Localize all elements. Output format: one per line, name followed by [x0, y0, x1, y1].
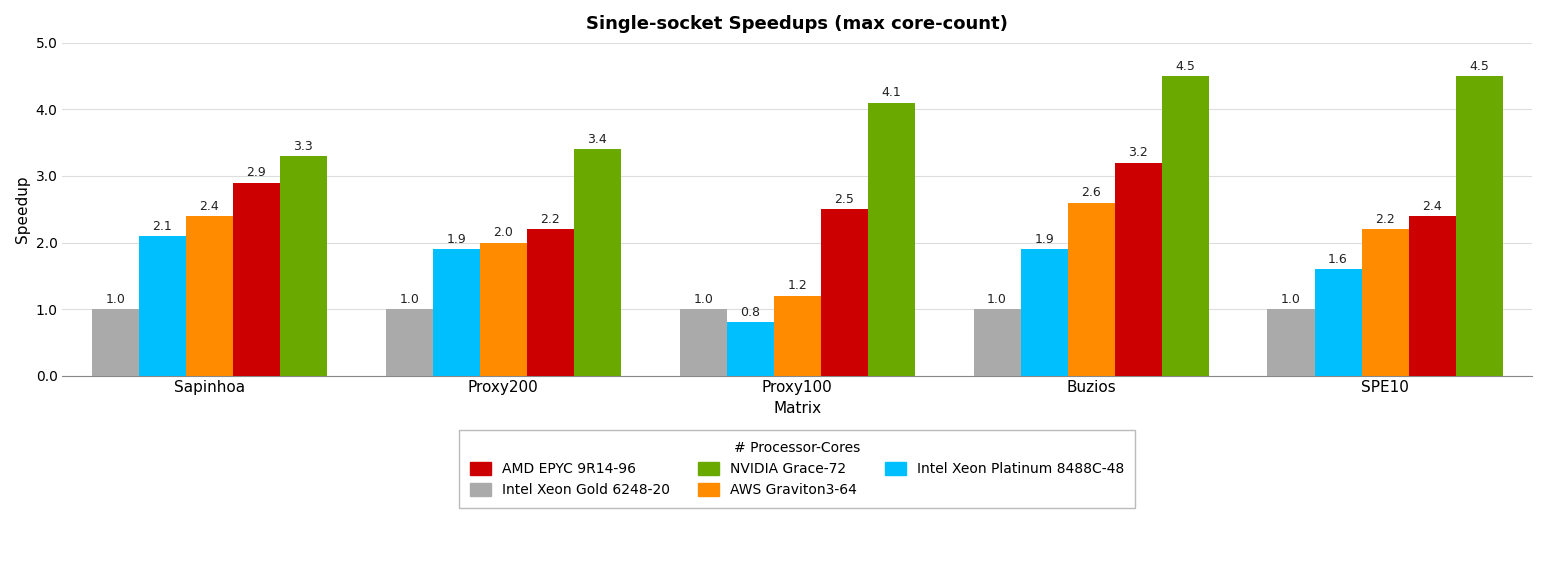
Bar — [186, 216, 234, 375]
Text: 1.0: 1.0 — [105, 293, 125, 306]
Bar — [821, 209, 868, 375]
Text: 3.2: 3.2 — [1128, 146, 1148, 159]
Bar — [91, 309, 139, 375]
Bar — [385, 309, 433, 375]
Bar — [433, 249, 480, 375]
Bar — [1267, 309, 1315, 375]
Bar — [480, 243, 528, 375]
Text: 1.9: 1.9 — [1035, 233, 1054, 246]
Bar — [973, 309, 1021, 375]
Bar — [1456, 76, 1502, 375]
Text: 1.0: 1.0 — [987, 293, 1007, 306]
Y-axis label: Speedup: Speedup — [15, 175, 29, 243]
Text: 2.4: 2.4 — [200, 200, 220, 213]
Bar — [1067, 202, 1115, 375]
Bar — [280, 156, 326, 375]
Bar — [727, 323, 774, 375]
Text: 1.0: 1.0 — [399, 293, 419, 306]
Title: Single-socket Speedups (max core-count): Single-socket Speedups (max core-count) — [586, 15, 1009, 33]
Text: 1.9: 1.9 — [447, 233, 466, 246]
Bar — [1162, 76, 1208, 375]
Bar — [234, 183, 280, 375]
Text: 2.1: 2.1 — [153, 219, 172, 232]
Text: 2.4: 2.4 — [1422, 200, 1442, 213]
Text: 4.1: 4.1 — [882, 86, 902, 99]
Text: 1.2: 1.2 — [787, 280, 808, 293]
Bar — [1361, 229, 1409, 375]
Bar — [574, 149, 620, 375]
Text: 2.2: 2.2 — [1375, 213, 1395, 226]
Legend: AMD EPYC 9R14-96, Intel Xeon Gold 6248-20, NVIDIA Grace-72, AWS Graviton3-64, In: AMD EPYC 9R14-96, Intel Xeon Gold 6248-2… — [459, 430, 1135, 509]
Bar — [868, 103, 914, 375]
Text: 1.0: 1.0 — [1281, 293, 1301, 306]
Bar — [679, 309, 727, 375]
X-axis label: Matrix: Matrix — [774, 401, 821, 416]
Text: 2.2: 2.2 — [540, 213, 560, 226]
Text: 2.9: 2.9 — [246, 166, 266, 179]
Bar — [774, 296, 821, 375]
Text: 1.0: 1.0 — [693, 293, 713, 306]
Bar — [1409, 216, 1456, 375]
Text: 2.0: 2.0 — [493, 226, 514, 239]
Text: 3.4: 3.4 — [588, 133, 608, 146]
Bar — [528, 229, 574, 375]
Bar — [1315, 269, 1361, 375]
Text: 3.3: 3.3 — [294, 139, 314, 153]
Text: 2.5: 2.5 — [834, 193, 854, 206]
Bar — [1115, 163, 1162, 375]
Text: 1.6: 1.6 — [1329, 253, 1347, 266]
Text: 4.5: 4.5 — [1470, 60, 1490, 73]
Text: 4.5: 4.5 — [1176, 60, 1196, 73]
Text: 0.8: 0.8 — [739, 306, 760, 319]
Bar — [139, 236, 186, 375]
Bar — [1021, 249, 1067, 375]
Text: 2.6: 2.6 — [1081, 186, 1101, 199]
